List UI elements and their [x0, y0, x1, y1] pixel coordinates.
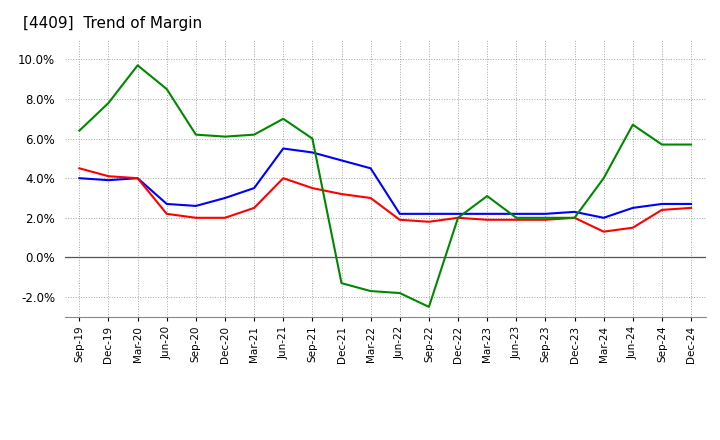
Ordinary Income	[133, 176, 142, 181]
Net Income	[541, 217, 550, 222]
Net Income	[629, 225, 637, 231]
Net Income	[104, 173, 113, 179]
Operating Cashflow	[192, 132, 200, 137]
Operating Cashflow	[163, 86, 171, 92]
Ordinary Income	[337, 158, 346, 163]
Ordinary Income	[657, 201, 666, 206]
Ordinary Income	[395, 211, 404, 216]
Net Income	[250, 205, 258, 210]
Net Income	[279, 176, 287, 181]
Operating Cashflow	[657, 142, 666, 147]
Ordinary Income	[629, 205, 637, 210]
Ordinary Income	[75, 176, 84, 181]
Ordinary Income	[220, 195, 229, 201]
Ordinary Income	[308, 150, 317, 155]
Net Income	[366, 195, 375, 201]
Operating Cashflow	[425, 304, 433, 310]
Ordinary Income	[570, 209, 579, 215]
Net Income	[570, 215, 579, 220]
Operating Cashflow	[279, 116, 287, 121]
Operating Cashflow	[133, 62, 142, 68]
Line: Net Income: Net Income	[79, 168, 691, 231]
Ordinary Income	[541, 211, 550, 216]
Ordinary Income	[483, 211, 492, 216]
Ordinary Income	[454, 211, 462, 216]
Net Income	[599, 229, 608, 234]
Operating Cashflow	[250, 132, 258, 137]
Net Income	[192, 215, 200, 220]
Operating Cashflow	[308, 136, 317, 141]
Operating Cashflow	[220, 134, 229, 139]
Text: [4409]  Trend of Margin: [4409] Trend of Margin	[23, 16, 202, 32]
Net Income	[395, 217, 404, 222]
Operating Cashflow	[599, 176, 608, 181]
Line: Ordinary Income: Ordinary Income	[79, 149, 691, 218]
Ordinary Income	[192, 203, 200, 209]
Net Income	[133, 176, 142, 181]
Ordinary Income	[250, 186, 258, 191]
Operating Cashflow	[104, 100, 113, 106]
Operating Cashflow	[337, 281, 346, 286]
Operating Cashflow	[687, 142, 696, 147]
Net Income	[483, 217, 492, 222]
Net Income	[512, 217, 521, 222]
Operating Cashflow	[483, 194, 492, 199]
Operating Cashflow	[629, 122, 637, 128]
Ordinary Income	[366, 165, 375, 171]
Net Income	[337, 191, 346, 197]
Net Income	[687, 205, 696, 210]
Net Income	[308, 186, 317, 191]
Net Income	[454, 215, 462, 220]
Ordinary Income	[163, 201, 171, 206]
Net Income	[75, 165, 84, 171]
Net Income	[220, 215, 229, 220]
Net Income	[163, 211, 171, 216]
Net Income	[657, 207, 666, 213]
Ordinary Income	[104, 177, 113, 183]
Ordinary Income	[425, 211, 433, 216]
Ordinary Income	[512, 211, 521, 216]
Operating Cashflow	[570, 215, 579, 220]
Ordinary Income	[687, 201, 696, 206]
Operating Cashflow	[366, 289, 375, 294]
Line: Operating Cashflow: Operating Cashflow	[79, 65, 691, 307]
Operating Cashflow	[541, 215, 550, 220]
Operating Cashflow	[512, 215, 521, 220]
Operating Cashflow	[454, 215, 462, 220]
Net Income	[425, 219, 433, 224]
Operating Cashflow	[395, 290, 404, 296]
Ordinary Income	[279, 146, 287, 151]
Operating Cashflow	[75, 128, 84, 133]
Ordinary Income	[599, 215, 608, 220]
